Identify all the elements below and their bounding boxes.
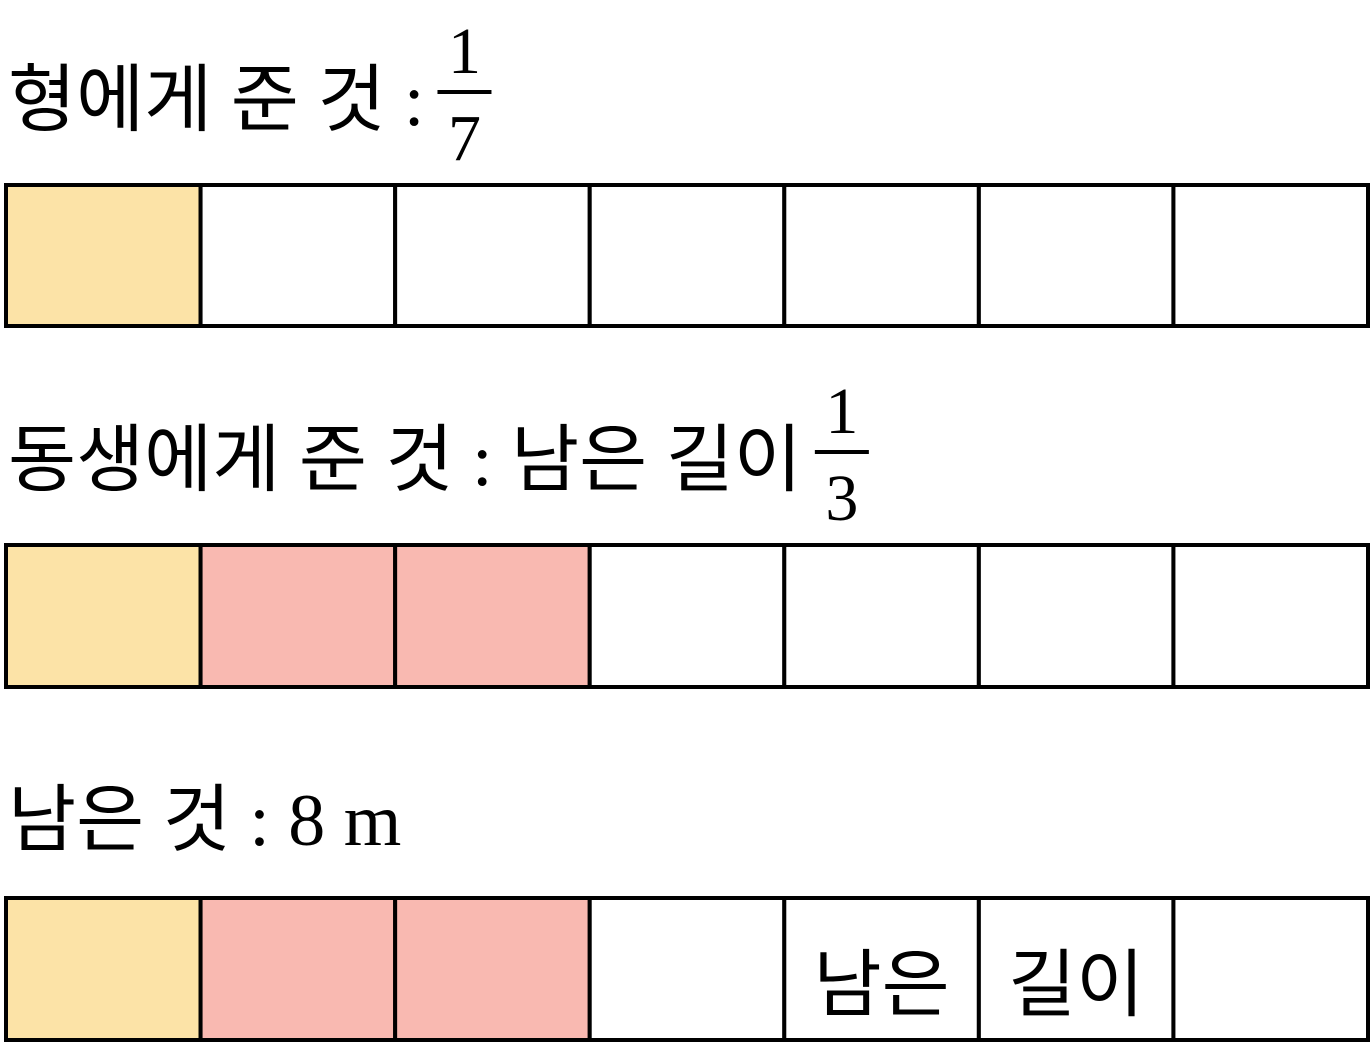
fraction-denominator: 3 [825,462,858,535]
bar-cell [4,543,203,689]
bar-cell [976,896,1176,1042]
fraction-numerator: 1 [448,15,481,88]
fraction-denominator: 7 [448,102,481,175]
bar-cell [198,183,398,328]
cell-text: 길이 [1008,945,1144,1027]
bar-cell [4,896,203,1042]
bar-cell [393,543,592,689]
row-label: 동생에게 준 것 : 남은 길이 [8,420,802,502]
bar-cell [587,896,787,1042]
bar-cell [393,183,592,328]
bar-cell [587,543,787,689]
bar-cell [198,543,398,689]
row-label: 남은 것 : 8 m [8,780,401,862]
bar-cell [976,183,1176,328]
row-label: 형에게 준 것 : [8,60,424,142]
bar-cell [587,183,787,328]
bar-cell [782,183,981,328]
bar-cell [976,543,1176,689]
bar-cell [393,896,592,1042]
bar-cell [1171,543,1371,689]
bar-cell [1171,183,1371,328]
bar-cell [782,543,981,689]
bar-cell [1171,896,1371,1042]
bar-cell [4,183,203,328]
bar-cell [198,896,398,1042]
fraction-numerator: 1 [825,375,858,448]
cell-text: 남은 [813,945,949,1027]
